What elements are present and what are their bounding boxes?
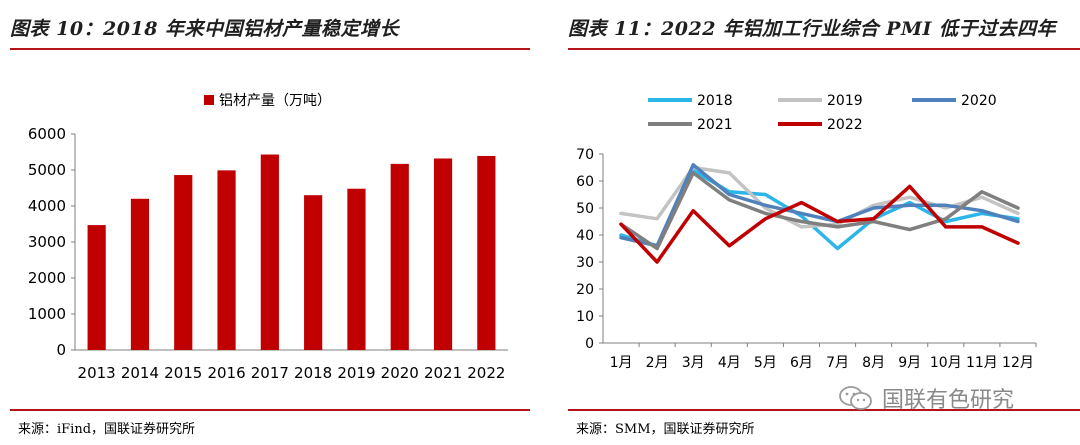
y-tick-label: 40 <box>576 228 594 244</box>
right-source-divider <box>568 409 1080 411</box>
x-tick-label: 11月 <box>966 355 998 371</box>
series-line-2020 <box>619 163 1020 248</box>
bar <box>433 158 453 350</box>
x-tick-label: 2014 <box>121 364 159 382</box>
x-tick-label: 9月 <box>898 355 921 371</box>
bar <box>304 195 323 350</box>
y-tick-label: 70 <box>576 147 594 163</box>
y-tick-label: 30 <box>576 255 594 271</box>
bar-chart: 0 1000 2000 3000 4000 5000 6000 2013 2014 2015 201… <box>28 93 508 382</box>
right-source-note: 来源：SMM，国联证券研究所 <box>576 422 755 437</box>
y-tick-label: 0 <box>585 336 594 352</box>
left-title-divider <box>10 48 530 50</box>
x-tick-label: 2020 <box>381 364 419 382</box>
x-tick-label: 12月 <box>1002 355 1034 371</box>
bar <box>260 154 279 350</box>
x-tick-label: 2019 <box>337 364 375 382</box>
watermark-text: 国联有色研究 <box>882 388 1015 413</box>
x-tick-label: 10月 <box>930 355 962 371</box>
y-tick-label: 10 <box>576 309 594 325</box>
x-tick-label: 6月 <box>790 355 813 371</box>
x-tick-label: 2013 <box>78 364 116 382</box>
legend-label: 铝材产量（万吨） <box>219 93 331 109</box>
x-tick-label: 2022 <box>467 364 505 382</box>
y-tick-label: 50 <box>576 201 594 217</box>
bar <box>174 175 193 350</box>
legend-label: 2019 <box>827 93 863 109</box>
bar <box>477 155 496 350</box>
x-tick-label: 2018 <box>294 364 332 382</box>
y-tick-label: 60 <box>576 174 594 190</box>
y-tick-label: 20 <box>576 282 594 298</box>
x-tick-label: 3月 <box>682 355 705 371</box>
right-chart-title: 图表 11：2022 年铝加工行业综合 PMI 低于过去四年 <box>568 18 1056 40</box>
left-chart-panel: 图表 10：2018 年来中国铝材产量稳定增长 0 1000 2000 3000 400… <box>0 0 530 445</box>
bar <box>130 198 150 350</box>
bar <box>87 225 106 350</box>
legend-label: 2021 <box>697 117 733 133</box>
x-tick-label: 2016 <box>207 364 245 382</box>
x-tick-label: 2021 <box>424 364 462 382</box>
bar <box>390 163 409 350</box>
x-tick-label: 2015 <box>164 364 202 382</box>
x-tick-label: 4月 <box>718 355 741 371</box>
right-chart-panel: 图表 11：2022 年铝加工行业综合 PMI 低于过去四年 0 10 20 30 40… <box>558 0 1080 445</box>
y-tick-label: 6000 <box>28 125 66 143</box>
series-line-2021 <box>619 171 1020 251</box>
y-tick-label: 5000 <box>28 161 66 179</box>
left-source-divider <box>10 409 530 411</box>
bar <box>347 188 366 350</box>
series-line-2022 <box>619 184 1020 264</box>
x-tick-label: 5月 <box>754 355 777 371</box>
left-chart-title: 图表 10：2018 年来中国铝材产量稳定增长 <box>10 18 400 40</box>
x-tick-label: 8月 <box>862 355 885 371</box>
y-tick-label: 1000 <box>28 305 66 323</box>
y-tick-label: 2000 <box>28 269 66 287</box>
x-tick-label: 2月 <box>646 355 669 371</box>
legend-label: 2022 <box>827 117 863 133</box>
watermark: 国联有色研究 <box>838 382 1014 414</box>
legend-swatch <box>204 95 214 105</box>
bar <box>217 170 236 350</box>
y-tick-label: 4000 <box>28 197 66 215</box>
x-tick-label: 1月 <box>610 355 633 371</box>
wechat-icon <box>839 386 872 410</box>
x-tick-label: 2017 <box>251 364 289 382</box>
line-chart: 0 10 20 30 40 50 60 70 1月 2月 3月 4月 5月 6月 7月 8月 9月 10月 11月 1… <box>576 93 1037 371</box>
legend-label: 2018 <box>697 93 733 109</box>
left-source-note: 来源：iFind，国联证券研究所 <box>18 422 196 437</box>
x-tick-label: 7月 <box>826 355 849 371</box>
right-title-divider <box>568 48 1080 50</box>
y-tick-label: 0 <box>56 341 66 359</box>
y-tick-label: 3000 <box>28 233 66 251</box>
legend-label: 2020 <box>961 93 997 109</box>
